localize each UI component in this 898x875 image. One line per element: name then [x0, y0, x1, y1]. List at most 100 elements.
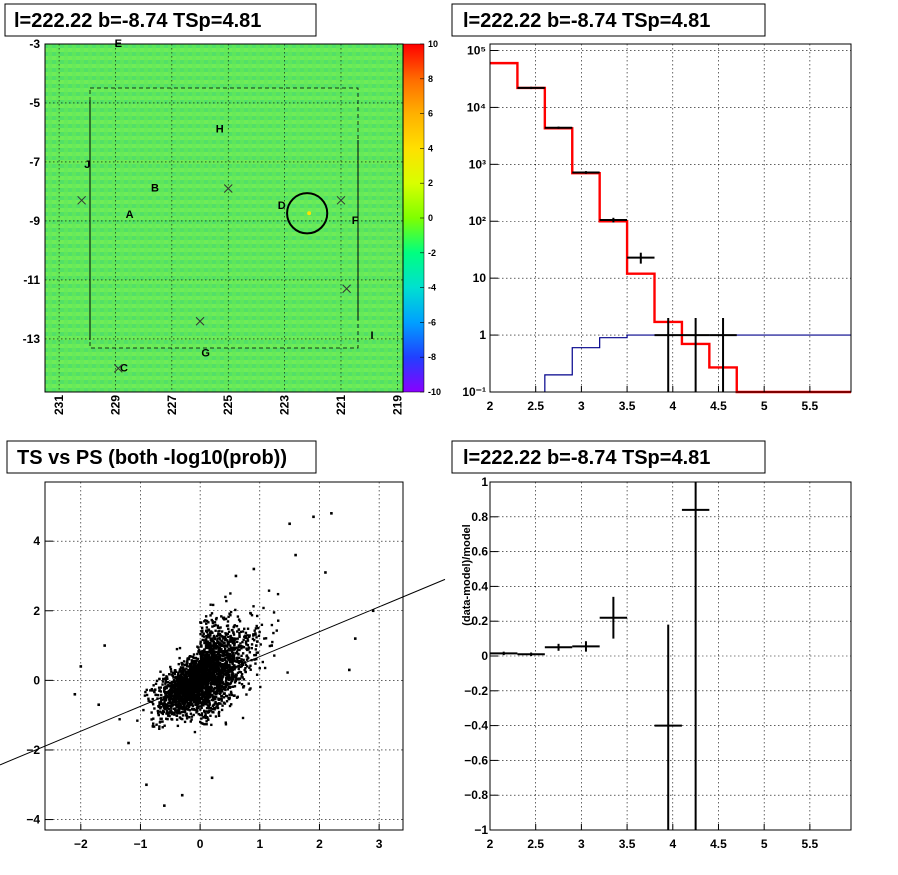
scatter-point: [217, 712, 221, 715]
model-histogram-line: [490, 61, 851, 394]
scatter-point: [256, 640, 259, 643]
scatter-point: [204, 615, 208, 618]
scatter-point: [203, 668, 206, 671]
scatter-point: [151, 724, 155, 728]
scatter-point: [208, 679, 211, 682]
scatter-point: [171, 671, 175, 675]
scatter-point: [214, 642, 217, 645]
target-hotspot: [307, 211, 312, 216]
scatter-point: [183, 707, 186, 710]
scatter-point: [158, 689, 161, 692]
scatter-point: [166, 695, 170, 699]
scatter-point: [209, 683, 213, 686]
scatter-point: [236, 630, 239, 633]
scatter-point: [259, 685, 262, 689]
scatter-point: [206, 646, 209, 650]
scatter-point: [194, 664, 197, 668]
scatter-point: [175, 714, 179, 717]
scatter-point: [224, 638, 227, 642]
residual-errorbar: [544, 643, 573, 651]
scatter-point: [227, 635, 230, 639]
scatter-point: [250, 613, 254, 617]
scatter-point: [189, 689, 192, 692]
scatter-point: [199, 667, 203, 670]
scatter-point: [213, 680, 217, 683]
scatter-outlier-point: [127, 741, 130, 745]
scatter-point: [200, 660, 203, 664]
scatter-point: [245, 665, 249, 668]
scatter-point: [224, 656, 227, 659]
scatter-point: [205, 676, 208, 679]
scatter-point: [191, 673, 194, 676]
scatter-point: [152, 722, 155, 725]
scatter-point: [271, 640, 274, 644]
scatter-point: [189, 677, 192, 680]
scatter-point: [215, 689, 219, 693]
scatter-point: [231, 668, 235, 671]
spectrum-y-tick-label: 10: [473, 271, 487, 285]
scatter-point: [201, 667, 204, 671]
scatter-point: [244, 640, 248, 643]
scatter-point: [184, 708, 188, 711]
scatter-point: [234, 660, 238, 663]
scatter-point: [236, 659, 240, 662]
scatter-point: [206, 657, 209, 661]
scatter-point: [276, 592, 280, 596]
scatter-point: [228, 640, 232, 643]
scatter-point: [212, 646, 215, 649]
scatter-point: [255, 636, 258, 639]
scatter-point: [207, 707, 211, 710]
scatter-point: [192, 653, 196, 656]
scatter-point: [246, 643, 250, 647]
scatter-point: [170, 712, 174, 716]
scatter-point: [185, 664, 189, 668]
scatter-point: [216, 659, 219, 662]
scatter-point: [155, 723, 158, 726]
scatter-point: [249, 611, 252, 615]
scatter-point: [206, 640, 209, 643]
scatter-point: [174, 697, 178, 700]
scatter-point: [197, 646, 200, 649]
scatter-point: [208, 709, 211, 713]
scatter-point: [249, 687, 252, 690]
scatter-point: [191, 680, 194, 683]
scatter-point: [190, 715, 194, 718]
scatter-point: [215, 680, 218, 684]
scatter-point: [178, 656, 181, 660]
scatter-point: [172, 689, 176, 693]
spectrum-panel: 2 2.5 3 3.5 4 4.5 5 5.5 10⁵ 10⁴ 10³ 10² 10 1 10⁻¹: [462, 43, 852, 413]
scatter-point: [212, 634, 216, 638]
scatter-point: [229, 681, 233, 684]
scatter-point: [190, 662, 193, 665]
scatter-point: [247, 635, 251, 639]
scatter-point: [205, 716, 209, 719]
scatter-point: [209, 661, 213, 664]
scatter-point: [211, 664, 215, 667]
scatter-point: [212, 698, 215, 701]
scatter-point: [239, 644, 242, 648]
residual-panel: 2 2.5 3 3.5 4 4.5 5 5.5 1 0.8 0.6 0.4 0.2 0 −0.2 −0.4 −0…: [461, 475, 852, 851]
scatter-point: [216, 624, 220, 627]
scatter-point: [217, 673, 221, 677]
scatter-point: [214, 715, 218, 718]
scatter-point: [240, 654, 243, 658]
scatter-point: [243, 627, 246, 631]
scatter-point: [200, 665, 203, 669]
scatter-title: TS vs PS (both -log10(prob)): [17, 447, 287, 469]
scatter-point: [244, 663, 248, 667]
spectrum-frame: [489, 43, 852, 393]
scatter-point: [186, 680, 190, 683]
scatter-point: [166, 717, 169, 721]
scatter-point: [167, 685, 170, 688]
scatter-point: [199, 713, 202, 717]
scatter-point: [219, 674, 223, 677]
scatter-point: [220, 699, 223, 702]
residual-y-tick-label: 1: [481, 475, 488, 489]
scatter-point: [171, 695, 174, 698]
scatter-point: [222, 673, 225, 677]
scatter-point: [201, 700, 204, 704]
scatter-point: [203, 683, 206, 686]
scatter-point: [214, 700, 217, 704]
scatter-point: [245, 654, 249, 657]
scatter-point: [229, 592, 232, 595]
